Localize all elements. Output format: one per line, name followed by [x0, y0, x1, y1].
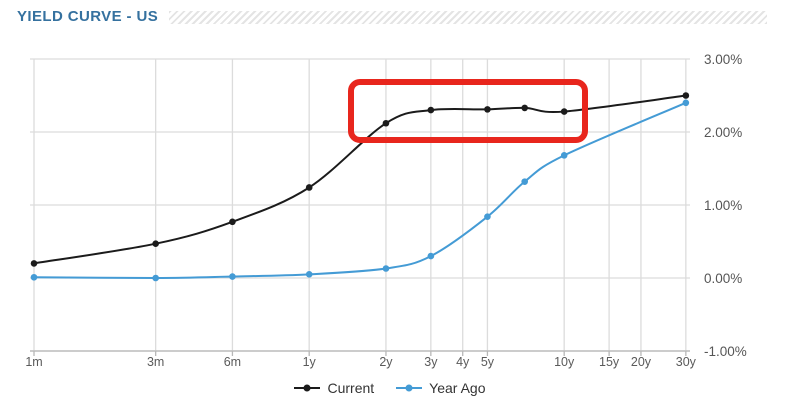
series-point-year-ago: [521, 178, 528, 185]
series-line-current: [33, 94, 686, 265]
legend-marker-icon: [294, 384, 321, 392]
legend-item-current[interactable]: Current: [294, 380, 374, 396]
series-point-year-ago: [30, 273, 38, 281]
series-point-current: [305, 184, 313, 191]
x-axis-label: 1m: [25, 355, 42, 369]
series-point-year-ago: [484, 213, 491, 220]
series-point-current: [484, 106, 491, 113]
series-point-current: [152, 240, 159, 247]
series-point-year-ago: [560, 152, 568, 159]
y-axis-label: -1.00%: [704, 344, 747, 359]
x-axis-label: 3m: [147, 355, 164, 369]
series-point-current: [521, 104, 528, 112]
x-axis-label: 3y: [424, 355, 438, 369]
y-axis-label: 3.00%: [704, 52, 742, 67]
legend-marker-icon: [396, 384, 423, 392]
series-point-current: [427, 106, 435, 114]
series-point-year-ago: [152, 274, 159, 282]
series-point-current: [229, 218, 236, 226]
series-point-year-ago: [427, 252, 435, 260]
series-point-year-ago: [382, 265, 390, 272]
y-axis-label: 0.00%: [704, 271, 742, 286]
y-axis-label: 2.00%: [704, 125, 742, 140]
y-axis-label: 1.00%: [704, 198, 742, 213]
series-point-current: [30, 260, 38, 267]
legend-item-year-ago[interactable]: Year Ago: [396, 380, 486, 396]
page-title: YIELD CURVE - US: [17, 8, 159, 25]
x-axis-label: 5y: [481, 355, 495, 369]
series-point-year-ago: [229, 273, 236, 280]
series-point-current: [382, 119, 390, 127]
chart-legend: Current Year Ago: [0, 376, 780, 400]
x-axis-label: 15y: [599, 355, 620, 369]
x-axis-label: 1y: [303, 355, 317, 369]
highlight-annotation-rect: [348, 79, 588, 143]
x-axis-label: 2y: [379, 355, 393, 369]
x-axis-label: 30y: [676, 355, 697, 369]
legend-label: Year Ago: [429, 380, 486, 396]
x-axis-label: 10y: [554, 355, 575, 369]
series-point-year-ago: [682, 99, 690, 107]
x-axis-label: 4y: [456, 355, 470, 369]
series-point-current: [560, 108, 568, 115]
widget-header: YIELD CURVE - US: [0, 0, 800, 34]
hatch-decoration: [169, 11, 767, 24]
x-axis-label: 6m: [224, 355, 241, 369]
series-point-current: [682, 92, 690, 99]
series-point-year-ago: [305, 271, 313, 278]
x-axis-label: 20y: [631, 355, 652, 369]
series-line-year-ago: [33, 101, 687, 280]
legend-label: Current: [327, 380, 375, 396]
